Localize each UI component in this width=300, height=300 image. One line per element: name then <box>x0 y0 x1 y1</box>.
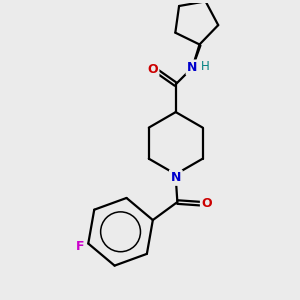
Text: O: O <box>202 197 212 210</box>
Text: H: H <box>200 61 209 74</box>
Text: F: F <box>75 240 84 253</box>
Text: O: O <box>147 63 158 76</box>
Text: N: N <box>170 171 181 184</box>
Text: N: N <box>170 171 181 184</box>
Text: N: N <box>187 61 198 74</box>
